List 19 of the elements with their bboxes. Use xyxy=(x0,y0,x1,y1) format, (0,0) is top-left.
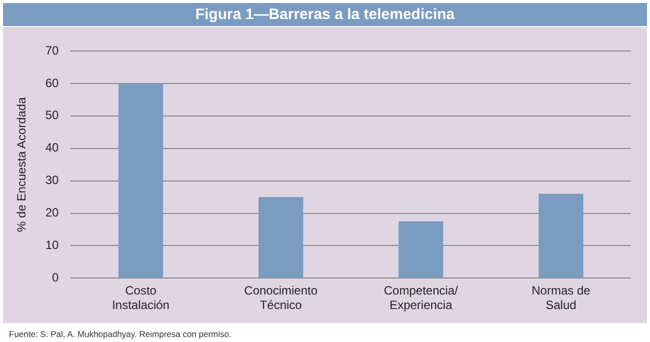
chart-title: Figura 1—Barreras a la telemedicina xyxy=(3,3,647,26)
y-tick-label: 50 xyxy=(45,108,60,122)
y-tick-label: 20 xyxy=(45,206,60,220)
x-tick-label: Competencia/ Experiencia xyxy=(384,284,459,312)
y-axis-title: % de Encuesta Acordada xyxy=(14,96,29,232)
x-tick-label: Costo Instalación xyxy=(112,284,170,312)
y-tick-label: 10 xyxy=(45,238,60,252)
bar xyxy=(118,83,164,278)
bar xyxy=(258,197,304,278)
y-tick-label: 60 xyxy=(45,76,60,90)
y-tick-label: 0 xyxy=(52,270,60,285)
y-tick-label: 40 xyxy=(45,140,60,155)
x-tick-label: Conocimiento Técnico xyxy=(244,284,318,312)
x-tick-label: Normas de Salud xyxy=(532,284,591,312)
bar xyxy=(398,221,444,278)
y-tick-label: 70 xyxy=(45,43,60,58)
bar xyxy=(538,194,584,278)
y-tick-label: 30 xyxy=(45,173,60,188)
source-note: Fuente: S. Pal, A. Mukhopadhyay. Reimpresa con permiso. xyxy=(9,329,232,339)
